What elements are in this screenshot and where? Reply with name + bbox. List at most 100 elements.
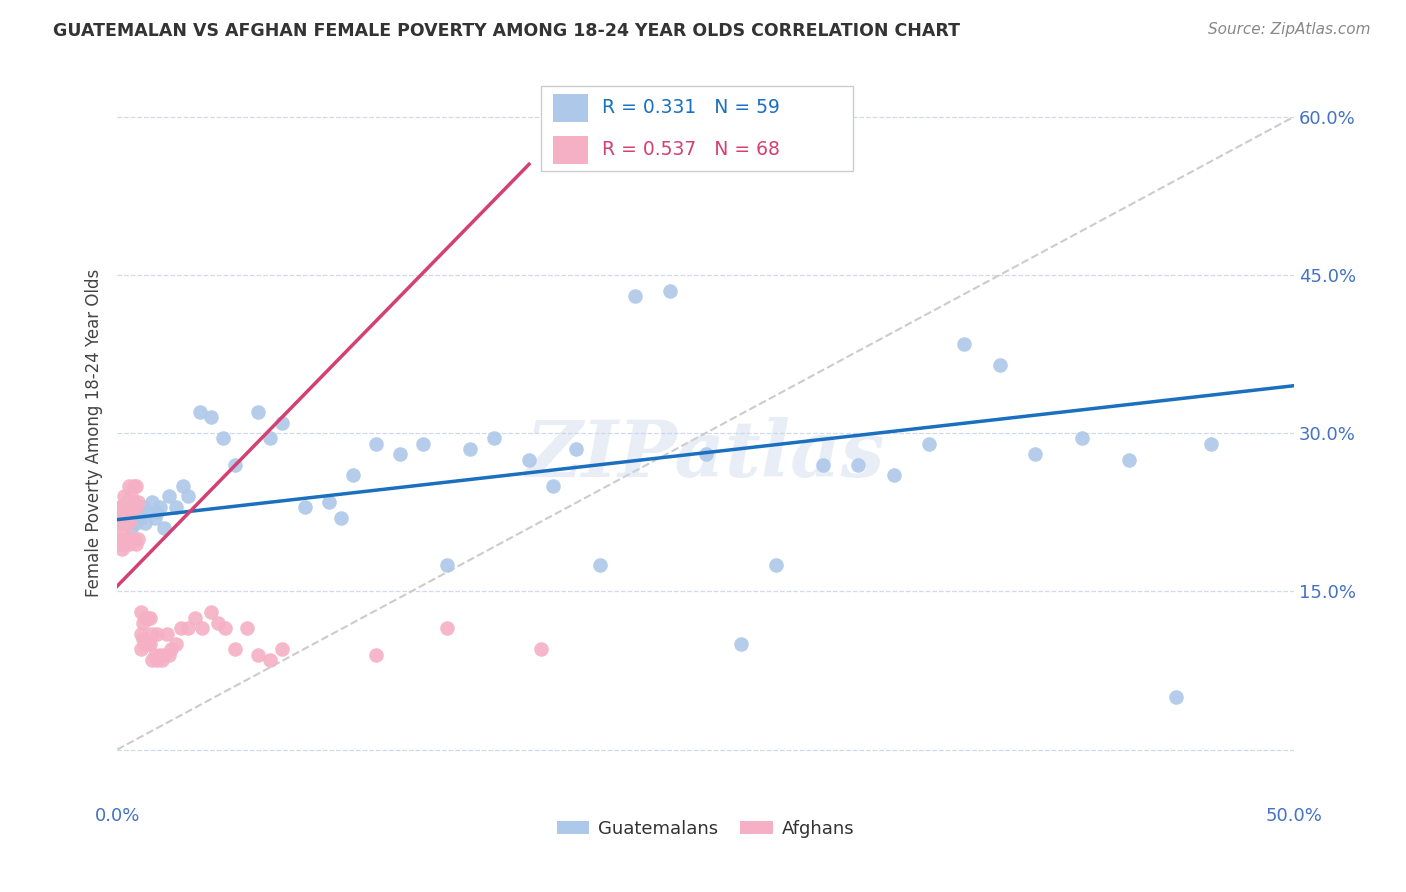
Point (132, 500, 155, 514)
Point (125, 537, 148, 551)
Point (146, 653, 169, 667)
Point (177, 621, 200, 635)
Point (200, 410, 222, 425)
Point (247, 648, 270, 662)
Point (141, 494, 163, 508)
Bar (553, 94, 588, 121)
Point (200, 606, 222, 620)
Point (170, 621, 193, 635)
Point (848, 458, 870, 472)
Point (153, 648, 176, 662)
Point (659, 284, 682, 298)
Point (541, 479, 564, 493)
Point (730, 637, 752, 651)
Point (207, 615, 229, 630)
Point (247, 405, 270, 419)
Point (364, 436, 387, 450)
Point (191, 621, 214, 635)
Point (122, 532, 145, 546)
Point (111, 526, 134, 541)
Point (143, 510, 166, 524)
Point (118, 494, 141, 508)
Point (129, 606, 152, 620)
Point (155, 626, 177, 640)
Bar (553, 136, 588, 164)
Point (134, 516, 156, 530)
Point (118, 516, 141, 530)
Point (132, 615, 155, 630)
Point (188, 405, 211, 419)
Text: GUATEMALAN VS AFGHAN FEMALE POVERTY AMONG 18-24 YEAR OLDS CORRELATION CHART: GUATEMALAN VS AFGHAN FEMALE POVERTY AMON… (53, 22, 960, 40)
Point (811, 458, 834, 472)
Point (115, 510, 138, 524)
Point (157, 648, 180, 662)
Point (388, 447, 411, 461)
Text: R = 0.537   N = 68: R = 0.537 N = 68 (602, 140, 780, 159)
Point (160, 642, 183, 657)
Point (148, 500, 170, 514)
Point (918, 436, 941, 450)
Point (259, 432, 281, 446)
Text: Source: ZipAtlas.com: Source: ZipAtlas.com (1208, 22, 1371, 37)
Point (177, 490, 200, 504)
Point (108, 500, 131, 514)
Point (436, 558, 458, 572)
Point (517, 452, 540, 467)
FancyBboxPatch shape (541, 87, 852, 171)
Point (988, 358, 1011, 372)
Point (765, 558, 787, 572)
Point (214, 621, 236, 635)
Point (118, 479, 141, 493)
Point (125, 500, 148, 514)
Point (108, 516, 131, 530)
Point (139, 611, 162, 625)
Point (165, 500, 187, 514)
Point (146, 626, 169, 640)
Point (342, 468, 364, 483)
Point (883, 468, 905, 483)
Point (153, 521, 176, 535)
Point (129, 510, 152, 524)
Point (184, 611, 207, 625)
Point (132, 632, 155, 646)
Point (412, 436, 434, 450)
Point (1166, 690, 1188, 704)
Point (111, 516, 134, 530)
Point (111, 500, 134, 514)
Point (294, 500, 316, 514)
Point (224, 458, 246, 472)
Point (271, 416, 294, 430)
Point (143, 648, 166, 662)
Point (588, 558, 610, 572)
Point (212, 432, 235, 446)
Point (1024, 447, 1046, 461)
Point (112, 516, 135, 530)
Point (120, 521, 142, 535)
Point (115, 532, 138, 546)
Point (318, 494, 340, 508)
Point (108, 505, 131, 519)
Point (134, 611, 156, 625)
Point (108, 537, 131, 551)
Point (146, 505, 169, 519)
Point (112, 516, 135, 530)
Point (530, 642, 553, 657)
Point (150, 653, 173, 667)
Point (118, 537, 141, 551)
Point (111, 510, 134, 524)
Point (111, 542, 134, 557)
Point (271, 642, 294, 657)
Text: R = 0.331   N = 59: R = 0.331 N = 59 (602, 98, 780, 117)
Point (1118, 452, 1140, 467)
Point (134, 637, 156, 651)
Point (112, 537, 135, 551)
Point (148, 648, 170, 662)
Point (127, 532, 149, 546)
Point (329, 510, 352, 524)
Point (125, 479, 148, 493)
Point (115, 505, 138, 519)
Point (235, 621, 257, 635)
Point (1201, 436, 1223, 450)
Point (120, 532, 142, 546)
Point (224, 642, 246, 657)
